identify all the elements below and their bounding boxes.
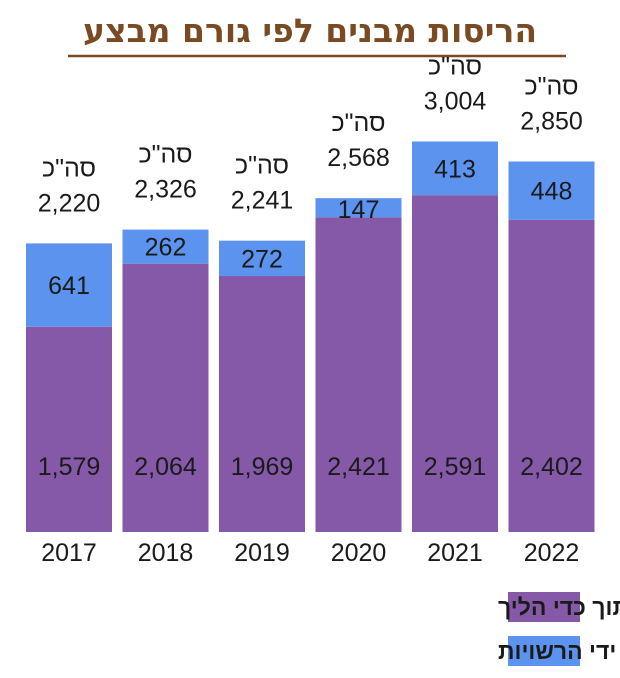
bar-group-2021: 2,591 413 סה"כ 3,004 2021 xyxy=(412,52,498,567)
chart-title: הריסות מבנים לפי גורם מבצע xyxy=(83,11,537,50)
bar-segment-self-demolition-2021 xyxy=(412,195,498,533)
x-tick-label-2021: 2021 xyxy=(427,539,483,567)
total-value-2022: 2,850 xyxy=(520,108,583,136)
legend-swatch-self-demolition xyxy=(508,592,580,622)
data-label-authority-demolition-2018: 262 xyxy=(145,234,187,262)
total-prefix-2020: סה"כ xyxy=(332,109,386,137)
legend-swatch-authority-demolition xyxy=(508,636,580,666)
bar-segment-self-demolition-2020 xyxy=(315,217,402,532)
bar-segment-self-demolition-2017 xyxy=(26,326,112,532)
data-label-authority-demolition-2021: 413 xyxy=(434,155,476,183)
data-label-authority-demolition-2017: 641 xyxy=(48,272,90,300)
bar-group-2022: 2,402 448 סה"כ 2,850 2022 xyxy=(508,73,595,567)
bar-segment-authority-demolition-2022 xyxy=(508,161,595,220)
data-label-self-demolition-2017: 1,579 xyxy=(38,453,101,481)
total-prefix-2021: סה"כ xyxy=(428,52,482,80)
total-prefix-2017: סה"כ xyxy=(42,154,96,182)
bar-segment-self-demolition-2018 xyxy=(122,263,209,532)
x-tick-label-2017: 2017 xyxy=(41,539,97,567)
x-tick-label-2019: 2019 xyxy=(234,539,290,567)
bar-group-2020: 2,421 147 סה"כ 2,568 2020 xyxy=(315,109,402,567)
total-value-2020: 2,568 xyxy=(327,144,390,172)
total-value-2018: 2,326 xyxy=(134,176,197,204)
data-label-authority-demolition-2022: 448 xyxy=(531,178,573,206)
bar-group-2018: 2,064 262 סה"כ 2,326 2018 xyxy=(122,141,209,567)
data-label-authority-demolition-2020: 147 xyxy=(338,196,380,224)
bar-segment-authority-demolition-2018 xyxy=(122,229,209,264)
bar-segment-authority-demolition-2019 xyxy=(219,240,305,277)
bar-segment-self-demolition-2022 xyxy=(508,219,595,533)
data-label-self-demolition-2021: 2,591 xyxy=(424,453,487,481)
total-prefix-2019: סה"כ xyxy=(235,152,289,180)
total-prefix-2022: סה"כ xyxy=(525,73,579,101)
x-tick-label-2018: 2018 xyxy=(138,539,194,567)
bar-segment-authority-demolition-2021 xyxy=(412,141,498,196)
total-value-2019: 2,241 xyxy=(231,187,294,215)
bars-group: 1,579 641 סה"כ 2,220 2017 2,064 262 סה"כ 2,326 20… xyxy=(26,52,595,567)
bar-segment-authority-demolition-2017 xyxy=(26,243,112,327)
bar-group-2019: 1,969 272 סה"כ 2,241 2019 xyxy=(219,152,305,567)
legend: הריסות עצמיות, כולל הריסות תוך כדי הליך ה… xyxy=(498,592,620,666)
total-prefix-2018: סה"כ xyxy=(139,141,193,169)
data-label-self-demolition-2022: 2,402 xyxy=(520,453,583,481)
bar-segment-self-demolition-2019 xyxy=(219,276,305,532)
x-tick-label-2022: 2022 xyxy=(524,539,580,567)
data-label-self-demolition-2018: 2,064 xyxy=(134,453,197,481)
legend-label-self-demolition: הריסות עצמיות, כולל הריסות תוך כדי הליך xyxy=(498,594,620,620)
data-label-authority-demolition-2019: 272 xyxy=(241,245,283,273)
legend-label-authority-demolition: הריסות על ידי הרשויות xyxy=(498,638,620,664)
bar-group-2017: 1,579 641 סה"כ 2,220 2017 xyxy=(26,154,112,567)
data-label-self-demolition-2020: 2,421 xyxy=(327,453,390,481)
total-value-2021: 3,004 xyxy=(424,87,487,115)
x-tick-label-2020: 2020 xyxy=(331,539,387,567)
total-value-2017: 2,220 xyxy=(38,189,101,217)
bar-segment-authority-demolition-2020 xyxy=(315,198,402,218)
data-label-self-demolition-2019: 1,969 xyxy=(231,453,294,481)
